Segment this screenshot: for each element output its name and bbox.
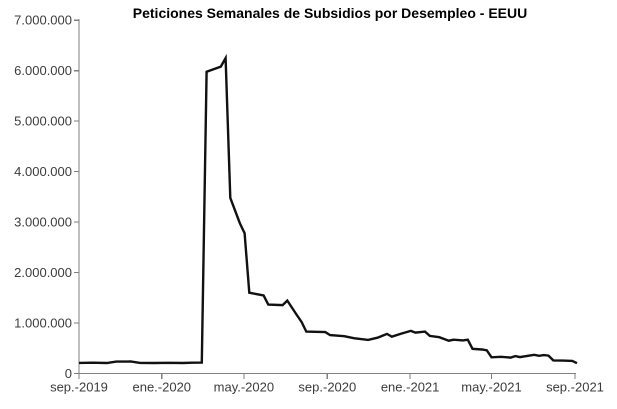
x-tick-label: sep.-2020 xyxy=(298,380,356,395)
chart-series xyxy=(78,53,578,365)
x-tick-label: sep.-2021 xyxy=(546,380,604,395)
x-tick-label: sep.-2019 xyxy=(50,380,108,395)
claims-line xyxy=(78,53,578,365)
y-tick-label: 4.000.000 xyxy=(14,164,72,179)
y-tick-label: 7.000.000 xyxy=(14,13,72,28)
chart-axes: 0 1.000.000 2.000.000 3.000.000 4.000.000 5.0… xyxy=(14,13,604,395)
y-tick-label: 1.000.000 xyxy=(14,316,72,331)
y-tick-label: 6.000.000 xyxy=(14,63,72,78)
x-tick-label: ene.-2020 xyxy=(132,380,191,395)
x-tick-label: ene.-2021 xyxy=(381,380,440,395)
chart-title: Peticiones Semanales de Subsidios por De… xyxy=(133,5,527,21)
x-tick-label: may.-2020 xyxy=(214,380,274,395)
y-tick-label: 3.000.000 xyxy=(14,215,72,230)
x-tick-label: may.-2021 xyxy=(461,380,521,395)
y-tick-label: 0 xyxy=(65,366,72,381)
y-tick-label: 2.000.000 xyxy=(14,265,72,280)
y-tick-label: 5.000.000 xyxy=(14,114,72,129)
